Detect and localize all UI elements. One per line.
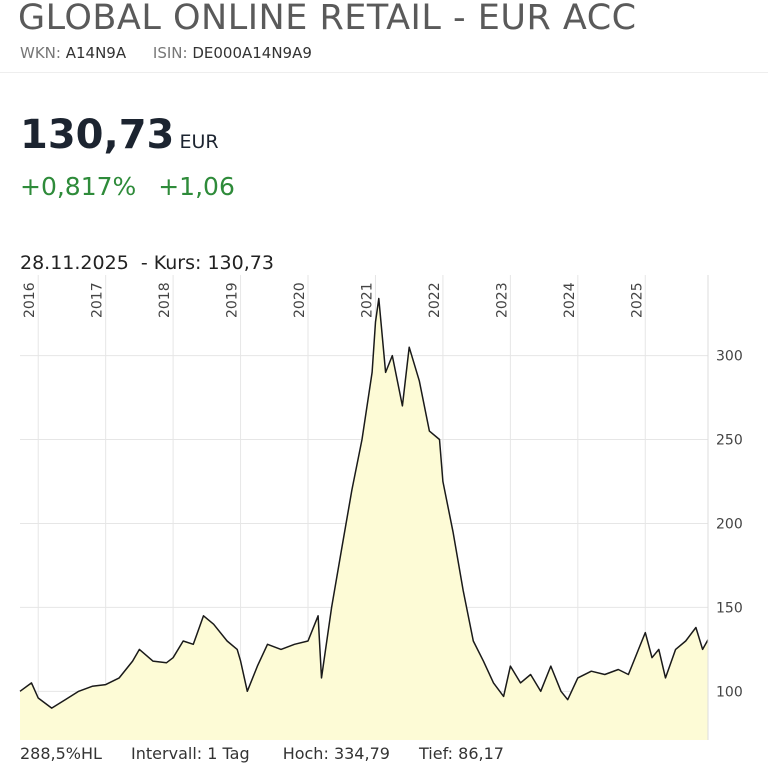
high: 334,79 [333,744,390,763]
x-tick-label: 2019 [225,282,241,318]
x-tick-label: 2020 [292,282,308,318]
wkn: A14N9A [65,44,127,62]
quote: - Kurs: 130,73 [140,252,274,274]
separator [0,72,768,73]
y-tick-label: 150 [716,600,743,616]
change: +0,817% +1,06 [20,172,235,201]
x-tick-label: 2017 [90,282,106,318]
y-tick-label: 250 [716,433,743,449]
x-tick-label: 2023 [494,282,510,318]
hl: 288,5%HL [20,744,102,763]
y-tick-label: 100 [716,684,743,700]
price: 130,73 [20,112,175,158]
ids: WKN: A14N9A ISIN: DE000A14N9A9 [20,44,312,62]
x-tick-label: 2021 [359,282,375,318]
low-label: Tief: [419,744,454,763]
x-tick-label: 2022 [427,282,443,318]
title: GLOBAL ONLINE RETAIL - EUR ACC [18,0,637,38]
change-abs: +1,06 [158,172,235,201]
isin: DE000A14N9A9 [192,44,312,62]
high-label: Hoch: [282,744,329,763]
area [20,298,708,740]
isin-label: ISIN: [152,44,188,62]
low: 86,17 [458,744,504,763]
x-tick-label: 2018 [157,282,173,318]
y-tick-label: 300 [716,349,743,365]
footer: 288,5%HL Intervall: 1 Tag Hoch: 334,79 T… [20,744,504,763]
quote-line: 28.11.2025 - Kurs: 130,73 [20,252,274,274]
x-tick-label: 2024 [562,282,578,318]
change-pct: +0,817% [20,172,137,201]
x-tick-label: 2025 [629,282,645,318]
line [19,297,709,709]
wkn-label: WKN: [20,44,61,62]
interval: Intervall: 1 Tag [131,744,250,763]
date: 28.11.2025 [20,252,129,274]
x-tick-label: 2016 [22,282,38,318]
y-tick-label: 200 [716,516,743,532]
price-block: 130,73 EUR [20,112,219,158]
currency: EUR [179,131,219,153]
